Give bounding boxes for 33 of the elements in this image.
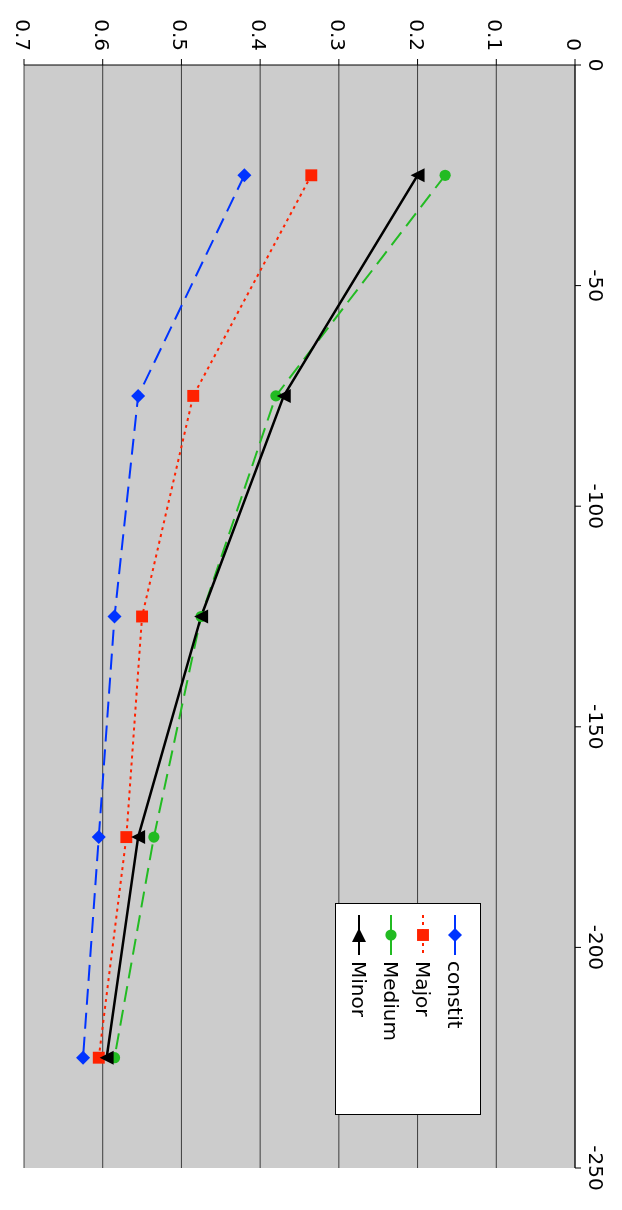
x-tick-label: 0.7	[11, 19, 35, 51]
point	[148, 831, 160, 843]
point	[76, 1050, 91, 1065]
point	[439, 169, 451, 181]
point	[99, 1050, 114, 1065]
x-tick-label: 0.3	[325, 19, 350, 51]
point	[187, 389, 200, 402]
x-tick-label: 0.2	[404, 19, 429, 51]
point	[131, 388, 146, 403]
point	[136, 610, 149, 623]
point	[107, 609, 122, 624]
y-tick-label: -200	[584, 924, 608, 971]
x-tick-label: 0.4	[247, 19, 272, 51]
x-tick-label: 0.5	[168, 19, 193, 51]
point	[237, 168, 252, 183]
point	[305, 169, 318, 182]
point	[120, 831, 133, 844]
x-tick-label: 0	[562, 38, 586, 51]
y-tick-label: -100	[584, 483, 608, 529]
point	[410, 168, 425, 183]
y-tick-label: -250	[584, 1145, 608, 1191]
y-tick-label: 0	[584, 58, 608, 72]
point	[276, 388, 291, 403]
legend-label: Major	[411, 961, 435, 1018]
legend-label: constit	[443, 961, 467, 1029]
y-tick-label: -150	[584, 704, 608, 750]
legend-label: Minor	[347, 961, 371, 1018]
x-tick-label: 0.6	[89, 19, 114, 51]
y-tick-label: -50	[584, 269, 608, 302]
legend-label: Medium	[379, 961, 403, 1041]
point	[91, 830, 106, 845]
point	[131, 830, 146, 845]
x-tick-label: 0.1	[483, 19, 508, 51]
